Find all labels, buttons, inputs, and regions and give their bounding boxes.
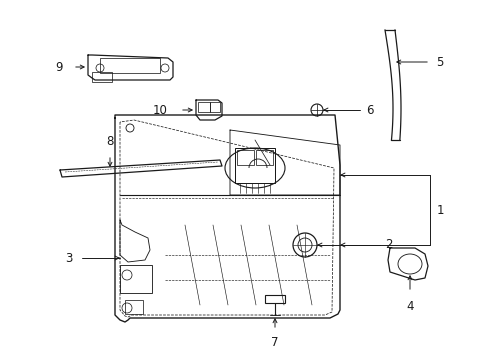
Bar — [264, 295, 285, 303]
Text: 3: 3 — [65, 252, 73, 265]
Bar — [198, 102, 209, 112]
Text: 4: 4 — [406, 300, 413, 313]
Text: 6: 6 — [365, 104, 373, 117]
Bar — [235, 148, 274, 183]
Text: 10: 10 — [153, 104, 168, 117]
Text: 7: 7 — [271, 336, 278, 349]
Bar — [256, 150, 272, 165]
Text: 9: 9 — [55, 60, 63, 73]
Text: 8: 8 — [106, 135, 113, 148]
Text: 5: 5 — [435, 55, 443, 68]
Bar — [209, 102, 220, 112]
Bar — [120, 265, 152, 293]
Bar — [237, 150, 253, 165]
Text: 1: 1 — [436, 203, 444, 216]
Bar — [125, 300, 142, 314]
Bar — [100, 58, 160, 73]
Bar — [92, 72, 112, 82]
Text: 2: 2 — [384, 239, 392, 252]
